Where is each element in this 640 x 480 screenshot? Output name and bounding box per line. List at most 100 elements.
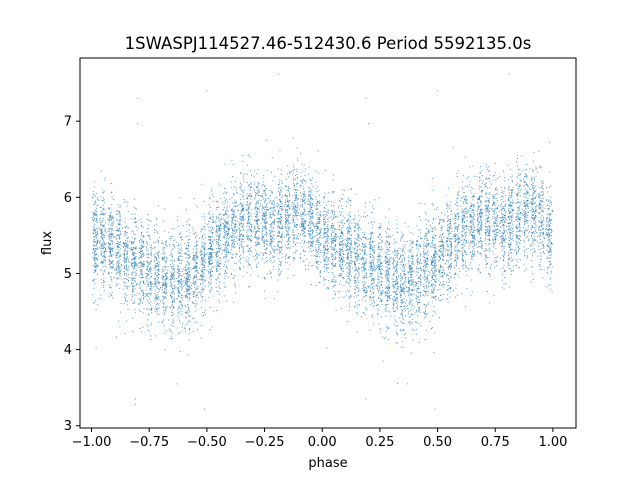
data-point — [402, 328, 404, 330]
data-point — [285, 215, 287, 217]
data-point — [140, 297, 142, 299]
data-point — [450, 254, 452, 256]
data-point — [139, 283, 141, 285]
data-point — [116, 246, 118, 248]
data-point — [274, 214, 276, 216]
data-point — [325, 214, 327, 216]
data-point — [148, 329, 150, 331]
data-point — [389, 286, 391, 288]
data-point — [434, 254, 436, 256]
data-point — [324, 271, 326, 273]
data-point — [325, 245, 327, 247]
data-point — [414, 289, 416, 291]
data-point — [533, 223, 535, 225]
data-points — [91, 73, 554, 410]
data-point — [407, 282, 409, 284]
data-point — [510, 252, 512, 254]
data-point — [417, 272, 419, 274]
data-point — [470, 216, 472, 218]
data-point — [416, 262, 418, 264]
data-point — [426, 223, 428, 225]
data-point — [118, 260, 120, 262]
data-point — [369, 262, 371, 264]
data-point — [231, 225, 233, 227]
data-point — [519, 178, 521, 180]
data-point — [447, 261, 449, 263]
data-point — [234, 202, 236, 204]
data-point — [397, 304, 399, 306]
data-point — [195, 281, 197, 283]
data-point — [434, 246, 436, 248]
data-point — [304, 179, 306, 181]
data-point — [271, 230, 273, 232]
data-point — [397, 308, 399, 310]
data-point — [504, 200, 506, 202]
data-point — [250, 239, 252, 241]
data-point — [263, 214, 265, 216]
data-point — [442, 281, 444, 283]
data-point — [159, 287, 161, 289]
data-point — [294, 195, 296, 197]
data-point — [210, 247, 212, 249]
data-point — [509, 191, 511, 193]
data-point — [385, 326, 387, 328]
data-point — [319, 233, 321, 235]
data-point — [437, 253, 439, 255]
data-point — [338, 256, 340, 258]
data-point — [487, 216, 489, 218]
data-point — [384, 310, 386, 312]
data-point — [371, 266, 373, 268]
data-point — [140, 277, 142, 279]
data-point — [354, 215, 356, 217]
data-point — [455, 262, 457, 264]
data-point — [287, 221, 289, 223]
data-point — [431, 242, 433, 244]
data-point — [197, 285, 199, 287]
data-point — [470, 186, 472, 188]
data-point — [246, 210, 248, 212]
data-point — [249, 222, 251, 224]
data-point — [423, 317, 425, 319]
data-point — [386, 290, 388, 292]
data-point — [312, 210, 314, 212]
data-point — [531, 178, 533, 180]
data-point — [489, 273, 491, 275]
data-point — [183, 273, 185, 275]
data-point — [422, 311, 424, 313]
data-point — [288, 240, 290, 242]
data-point — [216, 263, 218, 265]
data-point — [302, 193, 304, 195]
data-point — [126, 205, 128, 207]
data-point — [212, 240, 214, 242]
data-point — [174, 280, 176, 282]
data-point — [379, 242, 381, 244]
data-point — [147, 296, 149, 298]
data-point — [128, 280, 130, 282]
data-point — [189, 328, 191, 330]
data-point — [409, 284, 411, 286]
data-point — [233, 212, 235, 214]
data-point — [333, 211, 335, 213]
data-point — [357, 254, 359, 256]
data-point — [373, 249, 375, 251]
data-point — [539, 202, 541, 204]
data-point — [462, 255, 464, 257]
data-point — [308, 166, 310, 168]
data-point — [234, 206, 236, 208]
data-point — [249, 170, 251, 172]
data-point — [132, 330, 134, 332]
data-point — [543, 188, 545, 190]
data-point — [170, 291, 172, 293]
data-point — [150, 269, 152, 271]
data-point — [286, 197, 288, 199]
data-point — [263, 239, 265, 241]
data-point — [104, 265, 106, 267]
data-point — [185, 247, 187, 249]
data-point — [98, 255, 100, 257]
data-point — [550, 270, 552, 272]
data-point — [511, 208, 513, 210]
data-point — [270, 207, 272, 209]
data-point — [358, 303, 360, 305]
data-point — [118, 271, 120, 273]
data-point — [200, 293, 202, 295]
